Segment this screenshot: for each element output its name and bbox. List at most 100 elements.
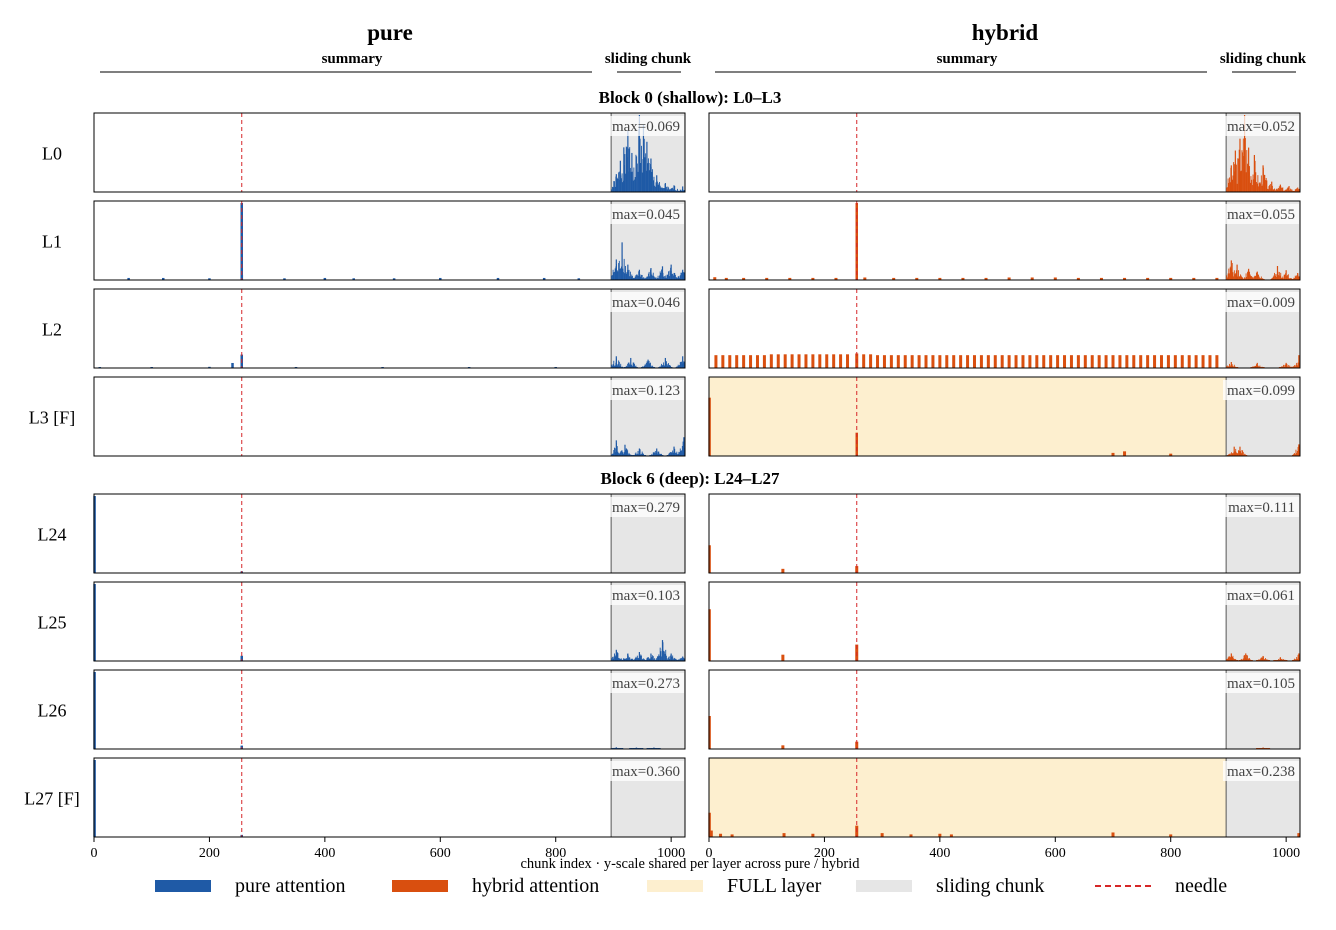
attention-bar bbox=[664, 277, 666, 280]
attention-bar bbox=[645, 364, 647, 368]
panel-frame bbox=[93, 757, 686, 838]
attention-bar bbox=[658, 278, 660, 280]
attention-bar bbox=[1229, 363, 1230, 368]
attention-bar bbox=[1166, 355, 1170, 368]
attention-bar bbox=[617, 363, 619, 368]
attention-bar bbox=[294, 366, 298, 368]
attention-bar bbox=[1226, 658, 1228, 661]
attention-bar bbox=[1297, 187, 1299, 192]
attention-bar bbox=[641, 274, 642, 280]
attention-bar bbox=[628, 148, 630, 192]
attention-bar bbox=[1243, 655, 1245, 661]
attention-bar bbox=[1030, 277, 1034, 280]
attention-bar bbox=[1227, 657, 1229, 661]
attention-bar bbox=[618, 171, 620, 192]
attention-bar bbox=[614, 186, 616, 192]
attention-bar bbox=[1069, 355, 1073, 368]
panel-frame bbox=[93, 493, 686, 574]
attention-bar bbox=[1236, 264, 1238, 280]
attention-bar bbox=[1123, 451, 1127, 456]
attention-bar bbox=[661, 266, 664, 280]
attention-bar bbox=[93, 760, 96, 837]
attention-bar bbox=[1260, 657, 1262, 661]
attention-bar bbox=[1246, 654, 1248, 661]
attention-bar bbox=[1245, 273, 1247, 280]
attention-bar bbox=[1295, 188, 1297, 192]
attention-bar bbox=[1241, 277, 1243, 280]
attention-bar bbox=[846, 354, 850, 368]
attention-bar bbox=[650, 365, 652, 368]
attention-bar bbox=[615, 649, 617, 661]
attention-bar bbox=[634, 179, 636, 192]
attention-bar bbox=[1028, 355, 1032, 368]
attention-bar bbox=[668, 271, 669, 280]
attention-bar bbox=[625, 146, 627, 192]
attention-bar bbox=[636, 274, 638, 280]
attention-bar bbox=[627, 363, 629, 368]
attention-bar bbox=[652, 180, 654, 192]
attention-bar bbox=[632, 362, 634, 368]
attention-bar bbox=[1111, 355, 1115, 368]
attention-bar bbox=[1226, 187, 1228, 192]
attention-bar bbox=[93, 584, 96, 661]
attention-bar bbox=[627, 264, 629, 280]
pure-panel: max=0.069 bbox=[93, 112, 686, 193]
attention-bar bbox=[1236, 183, 1238, 192]
x-tick-label: 0 bbox=[706, 846, 713, 861]
legend-hybrid-swatch bbox=[392, 880, 448, 892]
attention-bar bbox=[659, 647, 661, 661]
attention-bar bbox=[618, 360, 620, 368]
panel-frame bbox=[708, 376, 1301, 457]
attention-bar bbox=[1294, 658, 1296, 661]
attention-bar bbox=[627, 362, 629, 368]
attention-bar bbox=[618, 172, 620, 192]
attention-bar bbox=[615, 440, 617, 456]
attention-bar bbox=[626, 147, 628, 192]
attention-bar bbox=[641, 658, 643, 661]
attention-bar bbox=[1240, 274, 1242, 280]
attention-bar bbox=[1232, 453, 1234, 456]
attention-bar bbox=[629, 167, 631, 192]
attention-bar bbox=[1262, 747, 1264, 749]
attention-bar bbox=[626, 272, 628, 280]
attention-bar bbox=[1256, 362, 1258, 368]
attention-bar bbox=[1258, 659, 1260, 661]
attention-bar bbox=[1104, 355, 1108, 368]
attention-bar bbox=[645, 277, 647, 280]
attention-bar bbox=[1235, 659, 1237, 661]
attention-bar bbox=[714, 355, 718, 368]
attention-bar bbox=[1278, 275, 1280, 280]
attention-bar bbox=[679, 452, 681, 456]
row-label: L24 bbox=[38, 525, 67, 545]
attention-bar bbox=[612, 187, 614, 192]
attention-bar bbox=[1242, 277, 1244, 280]
attention-bar bbox=[659, 366, 660, 368]
attention-bar bbox=[661, 363, 663, 368]
attention-bar bbox=[623, 258, 625, 280]
attention-bar bbox=[1235, 452, 1237, 456]
attention-bar bbox=[1244, 277, 1246, 280]
attention-bar bbox=[1262, 655, 1264, 661]
attention-bar bbox=[647, 158, 649, 192]
attention-bar bbox=[790, 354, 794, 368]
attention-bar bbox=[979, 355, 983, 368]
attention-bar bbox=[668, 276, 670, 280]
attention-bar bbox=[619, 658, 621, 661]
attention-bar bbox=[632, 658, 633, 661]
attention-bar bbox=[1260, 278, 1262, 280]
attention-bar bbox=[1266, 659, 1268, 661]
attention-bar bbox=[1076, 277, 1080, 280]
attention-bar bbox=[640, 276, 642, 280]
panel-grid: L0 max=0.069 max=0.052 L1 max=0.045 max=0.055… bbox=[24, 112, 1301, 838]
attention-bar bbox=[639, 138, 641, 192]
attention-bar bbox=[674, 272, 676, 280]
attention-bar bbox=[625, 658, 627, 661]
attention-bar bbox=[679, 365, 681, 368]
attention-bar bbox=[1007, 277, 1011, 280]
attention-bar bbox=[1269, 183, 1271, 192]
attention-bar bbox=[1253, 179, 1255, 192]
x-tick-label: 400 bbox=[929, 846, 950, 861]
attention-bar bbox=[638, 115, 641, 192]
attention-bar bbox=[644, 157, 646, 192]
attention-bar bbox=[882, 355, 886, 368]
